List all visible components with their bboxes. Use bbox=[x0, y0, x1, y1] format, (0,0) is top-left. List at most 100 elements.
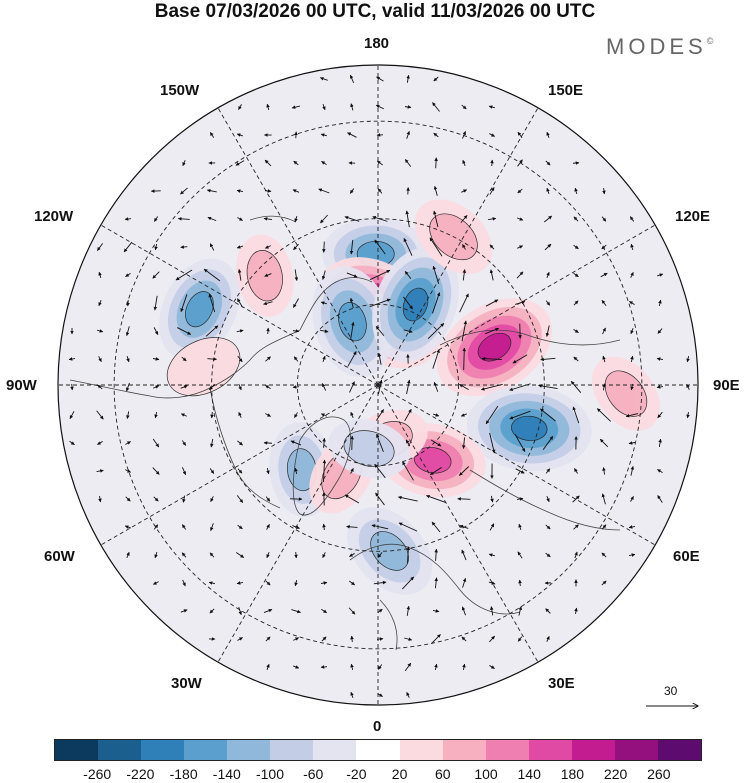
wind-arrow bbox=[488, 553, 496, 557]
wind-arrow bbox=[516, 217, 524, 221]
wind-arrow bbox=[514, 300, 526, 305]
colorbar bbox=[54, 739, 702, 761]
wind-arrow bbox=[263, 301, 273, 306]
wind-arrow bbox=[237, 298, 243, 308]
wind-arrow bbox=[489, 187, 495, 195]
wind-arrow bbox=[292, 385, 300, 389]
wind-arrow bbox=[686, 355, 690, 363]
wind-arrow bbox=[402, 461, 414, 481]
wind-arrow bbox=[573, 244, 579, 250]
wind-arrow bbox=[517, 551, 523, 559]
wind-arrow bbox=[238, 104, 242, 110]
wind-arrow bbox=[210, 523, 214, 532]
wind-arrow bbox=[154, 411, 158, 419]
colorbar-tick-label: 260 bbox=[647, 766, 671, 782]
wind-arrow bbox=[322, 523, 326, 531]
label-30w: 30W bbox=[171, 675, 202, 692]
wind-arrow bbox=[203, 268, 221, 282]
wind-arrow bbox=[404, 637, 413, 641]
wind-arrow bbox=[630, 355, 634, 363]
anomaly-contour bbox=[338, 302, 367, 342]
wind-arrow bbox=[376, 76, 384, 82]
wind-arrow bbox=[490, 606, 494, 616]
wind-arrow bbox=[372, 215, 388, 222]
wind-arrow bbox=[293, 637, 299, 641]
wind-arrow bbox=[574, 551, 578, 559]
wind-arrow bbox=[344, 215, 360, 222]
wind-arrow bbox=[459, 524, 469, 529]
wind-arrow bbox=[349, 239, 354, 255]
wind-arrow bbox=[489, 635, 495, 643]
wind-arrow bbox=[516, 271, 524, 279]
wind-arrow bbox=[350, 103, 354, 111]
wind-arrow bbox=[515, 468, 525, 474]
wind-arrow bbox=[293, 356, 299, 362]
wind-arrow bbox=[349, 381, 355, 393]
wind-arrow bbox=[265, 496, 271, 502]
label-120w: 120W bbox=[34, 208, 74, 225]
wind-arrow bbox=[209, 243, 215, 251]
wind-arrow bbox=[630, 328, 634, 335]
wind-vectors bbox=[68, 74, 690, 698]
wind-arrow bbox=[481, 356, 502, 361]
wind-arrow bbox=[462, 347, 467, 371]
wind-arrow bbox=[209, 468, 215, 474]
colorbar-swatch bbox=[356, 740, 400, 760]
wind-arrow bbox=[182, 495, 186, 503]
wind-arrow bbox=[545, 608, 551, 614]
wind-arrow bbox=[434, 157, 438, 169]
colorbar-swatch bbox=[657, 740, 701, 760]
wind-arrow bbox=[322, 355, 326, 363]
wind-arrow bbox=[657, 328, 663, 334]
wind-arrow bbox=[459, 383, 469, 391]
wind-arrow bbox=[427, 323, 445, 339]
wind-arrow bbox=[433, 76, 439, 82]
wind-arrow bbox=[514, 434, 526, 452]
colorbar-swatch bbox=[141, 740, 185, 760]
wind-arrow bbox=[292, 189, 300, 193]
wind-arrow bbox=[237, 637, 243, 641]
copyright-mark: © bbox=[706, 36, 714, 46]
wind-arrow bbox=[177, 327, 192, 335]
wind-arrow bbox=[573, 216, 579, 222]
wind-arrow bbox=[461, 104, 467, 110]
wind-arrow bbox=[657, 273, 664, 277]
colorbar-tick-label: 100 bbox=[474, 766, 498, 782]
wind-arrow bbox=[265, 580, 271, 586]
wind-arrow bbox=[236, 581, 244, 585]
wind-arrow bbox=[403, 329, 413, 334]
wind-arrow bbox=[516, 497, 524, 501]
anomaly-contour bbox=[343, 430, 395, 467]
wind-arrow bbox=[433, 413, 440, 417]
wind-arrow bbox=[175, 269, 193, 281]
wind-arrow bbox=[236, 245, 243, 249]
label-60e: 60E bbox=[673, 548, 700, 565]
wind-arrow bbox=[572, 495, 580, 503]
wind-arrow bbox=[349, 580, 356, 586]
wind-arrow bbox=[320, 413, 327, 417]
wind-arrow bbox=[153, 295, 158, 311]
label-180: 180 bbox=[364, 35, 390, 52]
wind-arrow bbox=[263, 441, 273, 445]
wind-arrow bbox=[545, 524, 551, 530]
colorbar-tick-label: -220 bbox=[126, 766, 155, 782]
colorbar-swatch bbox=[442, 740, 486, 760]
siberia-coast bbox=[439, 329, 621, 531]
wind-arrow bbox=[602, 187, 606, 195]
wind-arrow bbox=[181, 552, 187, 558]
wind-arrow bbox=[347, 351, 357, 367]
wind-arrow bbox=[264, 273, 272, 277]
wind-arrow bbox=[98, 271, 102, 279]
wind-arrow bbox=[601, 493, 606, 505]
wind-arrow bbox=[68, 357, 76, 361]
wind-arrow bbox=[489, 523, 495, 531]
colorbar-tick-label: -260 bbox=[83, 766, 112, 782]
wind-arrow bbox=[152, 271, 160, 279]
greenland-coast bbox=[292, 416, 351, 516]
wind-arrow bbox=[237, 440, 243, 446]
wind-arrow bbox=[434, 663, 438, 671]
wind-arrow bbox=[538, 384, 558, 390]
anomaly-contour bbox=[185, 291, 214, 328]
colorbar-tick-label: 20 bbox=[391, 766, 408, 782]
wind-arrow bbox=[545, 468, 551, 474]
